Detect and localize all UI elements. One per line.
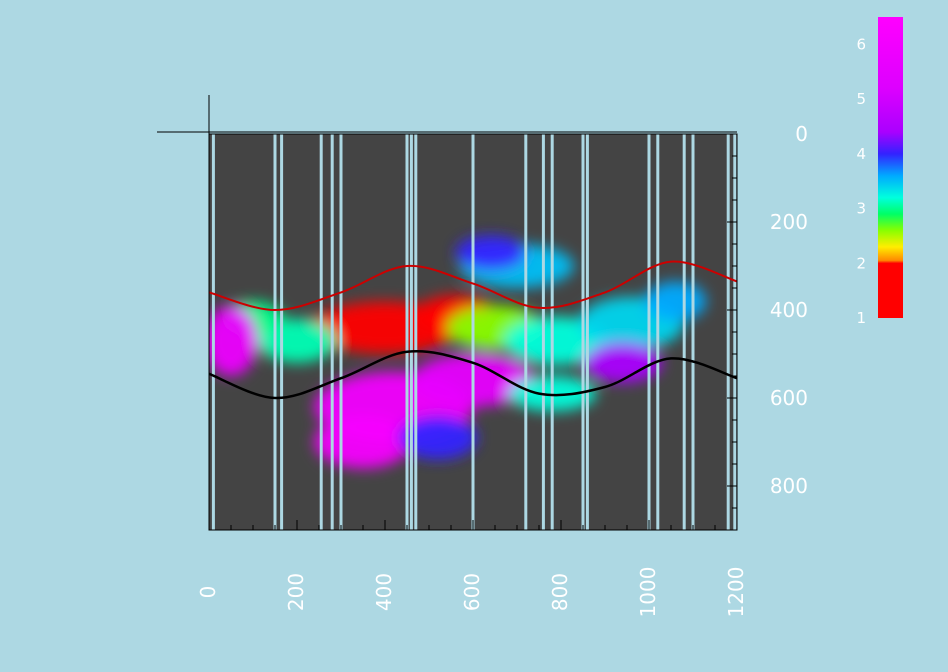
stripe-4 [330,134,334,530]
y-tick-label: 800 [770,474,808,498]
x-tick-label: 400 [372,573,396,611]
colorbar-tick-label: 3 [856,200,866,218]
stripe-10 [524,134,528,530]
stripe-3 [319,134,323,530]
colorbar-tick-label: 5 [856,90,866,108]
stripe-18 [691,134,695,530]
colorbar-tick-label: 6 [856,35,866,53]
field-region-13 [314,415,412,469]
stripe-11 [541,134,545,530]
stripe-0 [211,134,215,530]
y-tick-label: 0 [795,122,808,146]
lower-boundary-line [209,350,737,400]
field-layer [209,235,707,469]
field-region-7 [644,281,707,322]
x-tick-label: 1000 [636,567,660,618]
colorbar: 1 2 3 4 5 6 [856,17,903,327]
colorbar-tick-label: 2 [856,254,866,272]
plot-area [209,134,737,530]
upper-boundary-line [209,260,737,312]
x-tick-label: 1200 [724,567,748,618]
stripe-19 [726,134,730,530]
y-tick-label: 400 [770,298,808,322]
stripe-5 [339,134,343,530]
colorbar-tick-label: 1 [856,309,866,327]
y-tick-label: 200 [770,210,808,234]
y-tick-label: 600 [770,386,808,410]
x-tick-label: 600 [460,573,484,611]
colorbar-ticks: 1 2 3 4 5 6 [856,35,866,327]
stripe-2 [280,134,284,530]
colorbar-scale [878,17,903,318]
stripe-1 [273,134,277,530]
x-tick-label: 0 [196,586,220,599]
stripe-15 [647,134,651,530]
x-tick-label: 800 [548,573,572,611]
stripe-9 [471,134,475,530]
y-axis: 0 200 400 600 800 [727,122,808,531]
x-axis: 0 200 400 600 800 1000 1200 [196,520,748,617]
colorbar-tick-label: 4 [856,145,866,163]
stripe-16 [656,134,660,530]
stripe-8 [414,134,418,530]
field-region-10 [209,305,258,376]
stripe-17 [682,134,686,530]
stripe-7 [409,134,413,530]
stripe-12 [550,134,554,530]
field-region-16 [583,343,663,383]
field-region-9 [455,235,526,271]
boundary-layer [209,260,737,400]
stripe-6 [405,134,409,530]
x-tick-label: 200 [284,573,308,611]
field-region-14 [398,415,478,460]
stripe-14 [585,134,589,530]
field-region-2 [257,318,337,363]
stripe-13 [581,134,585,530]
